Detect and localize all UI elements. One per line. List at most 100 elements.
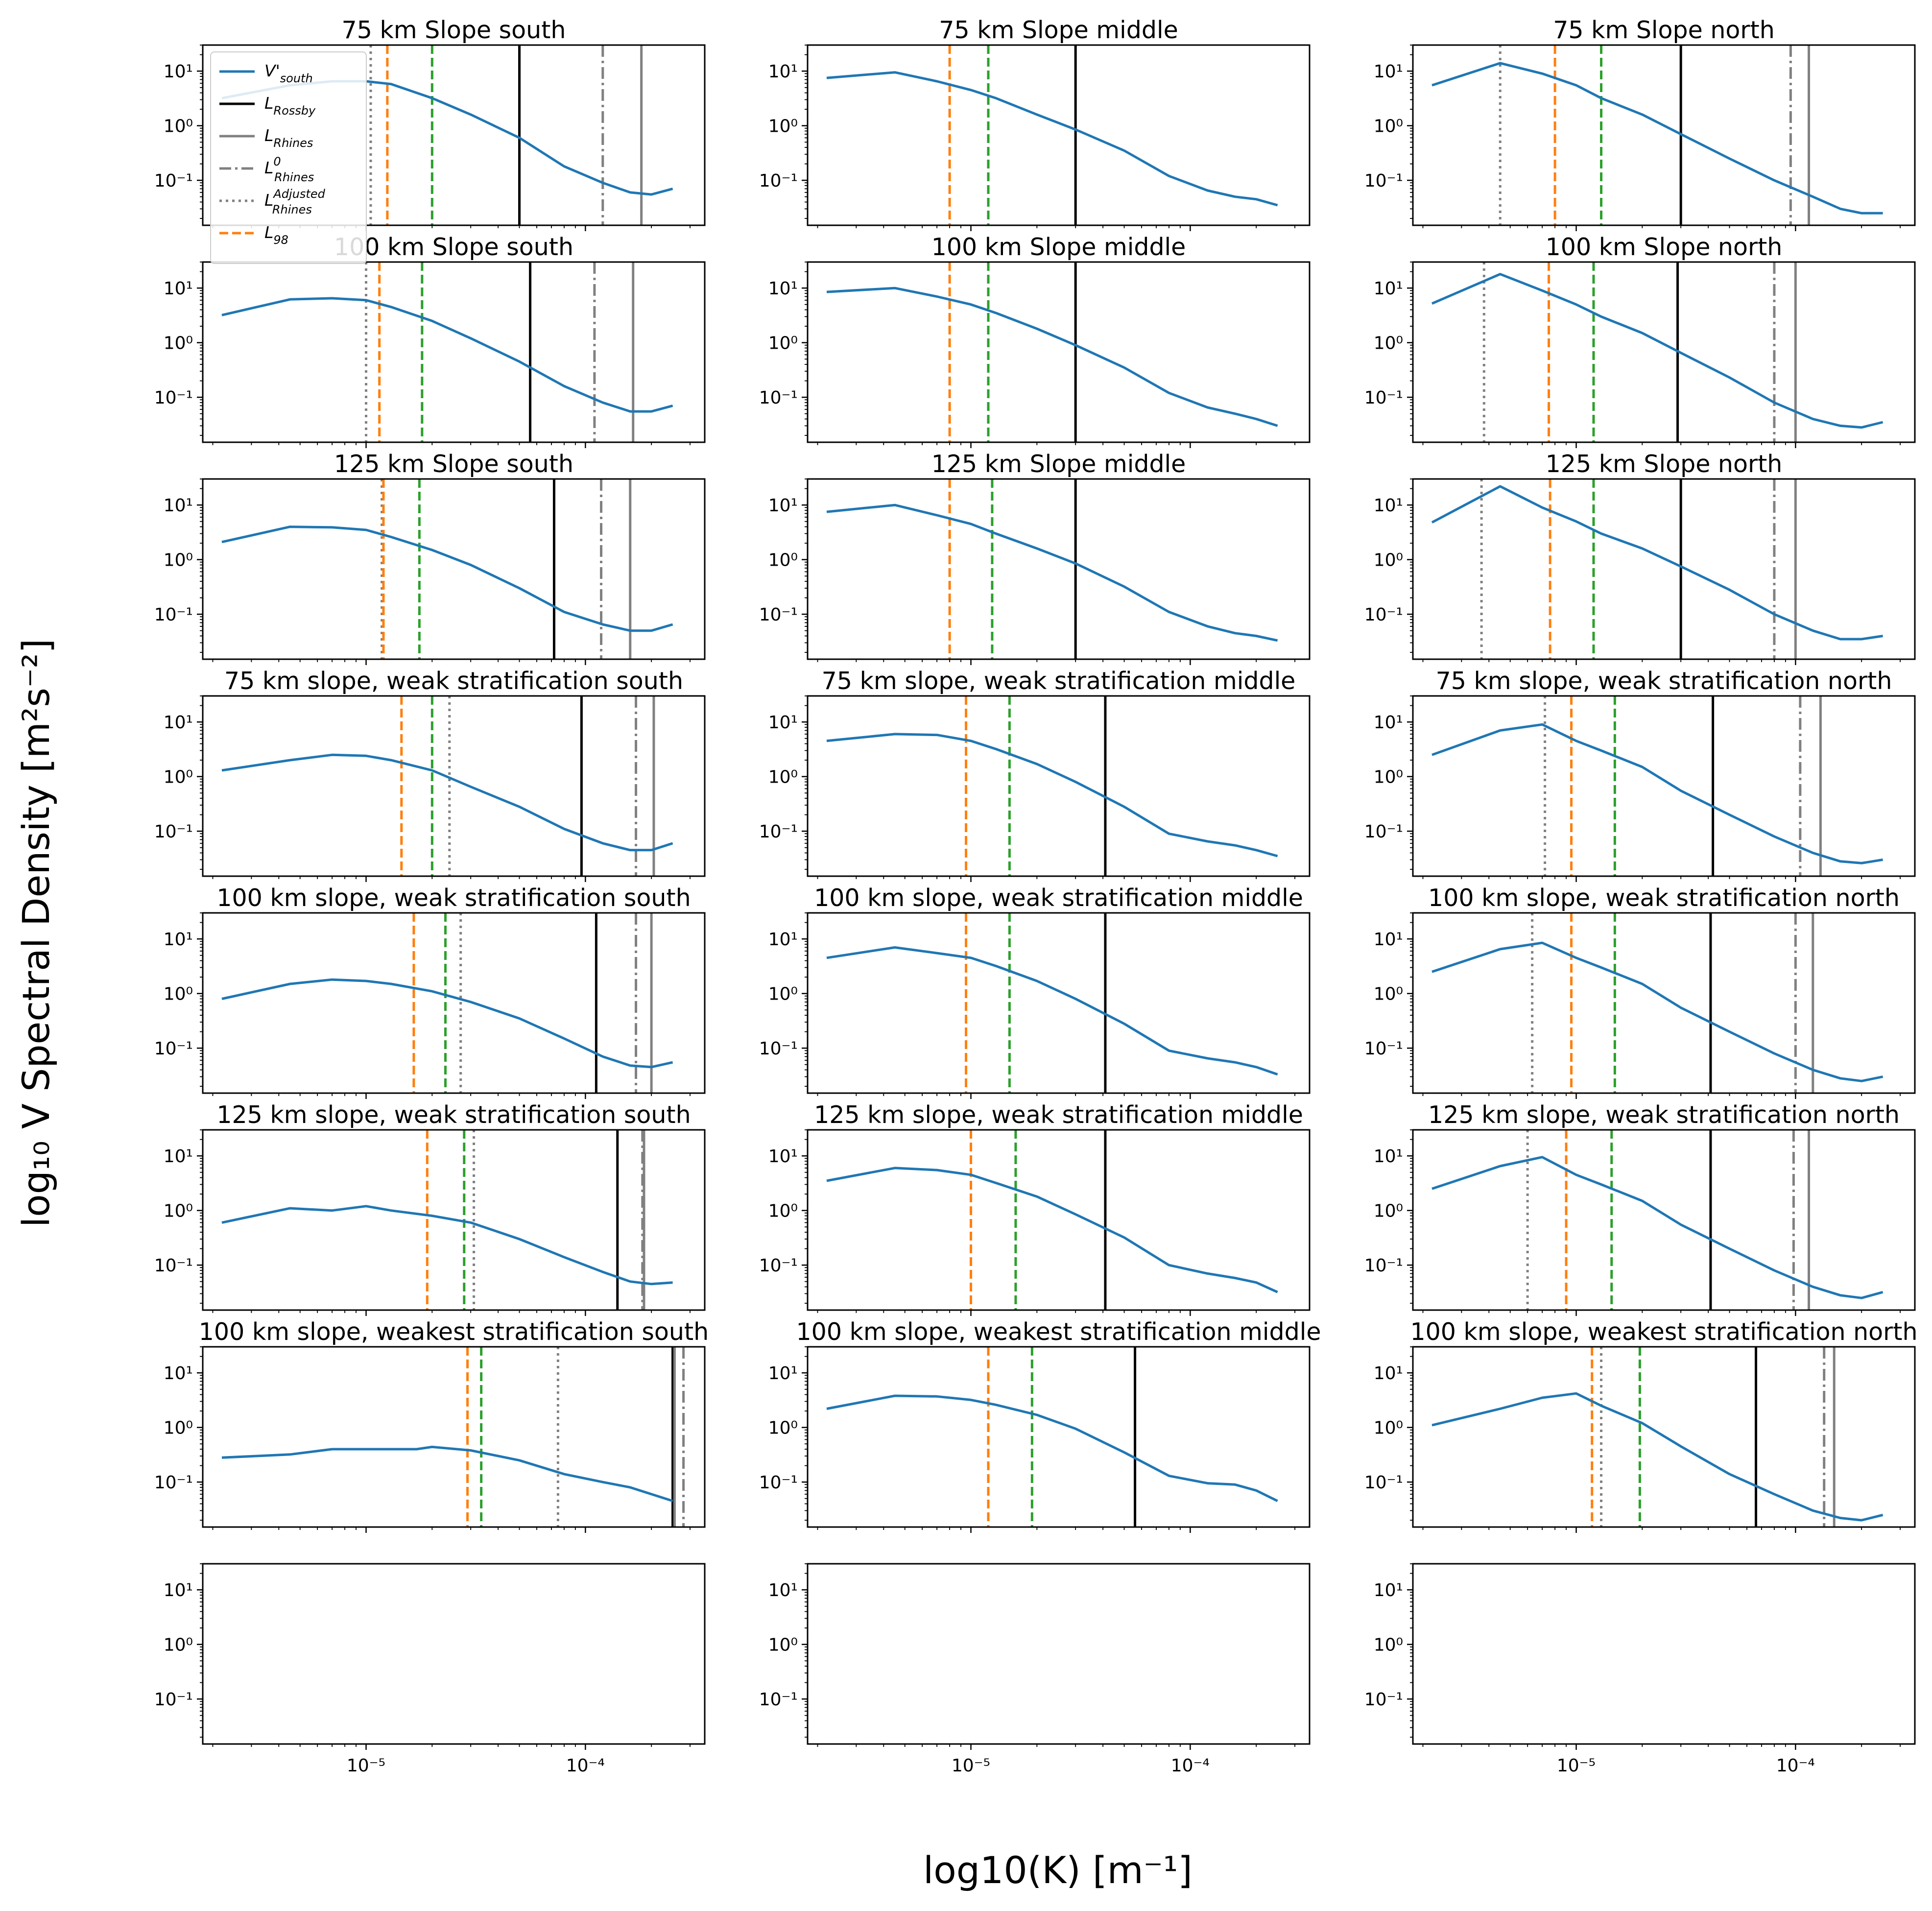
subplot-title: 75 km Slope south	[342, 16, 566, 44]
subplot-title: 100 km slope, weak stratification north	[1428, 884, 1900, 912]
axes-frame	[1412, 261, 1916, 443]
y-tick-label: 10⁰	[768, 117, 798, 137]
y-tick-label: 10⁻¹	[759, 171, 798, 191]
subplot: 125 km Slope middle 10¹ 10⁰ 10⁻¹	[759, 450, 1311, 665]
subplot: 100 km slope, weak stratification middle…	[759, 884, 1311, 1099]
axes-frame	[1412, 1129, 1916, 1311]
x-tick-label: 10⁻⁵	[1557, 1756, 1596, 1776]
y-tick-label: 10⁻¹	[759, 1473, 798, 1493]
y-tick-label: 10⁻¹	[154, 605, 193, 625]
y-tick-label: 10¹	[768, 1580, 798, 1600]
subplot-title: 100 km slope, weakest stratification mid…	[796, 1318, 1321, 1346]
spectrum-curve	[826, 71, 1278, 207]
y-tick-label: 10⁻¹	[1364, 605, 1403, 625]
y-tick-label: 10⁰	[1374, 334, 1403, 354]
y-tick-label: 10⁻¹	[154, 1690, 193, 1710]
y-tick-label: 10⁰	[768, 1201, 798, 1221]
y-tick-label: 10¹	[1374, 1147, 1403, 1167]
plot-area	[221, 262, 673, 442]
spectrum-curve	[826, 287, 1278, 427]
subplot-title: 75 km Slope north	[1553, 16, 1775, 44]
plot-area	[1431, 262, 1884, 442]
axes-frame	[202, 261, 706, 443]
legend-label: LAdjusted Rhines	[264, 187, 326, 216]
y-tick-label: 10⁰	[1374, 550, 1403, 571]
y-tick-label: 10⁻¹	[154, 388, 193, 408]
y-tick-label: 10⁰	[1374, 767, 1403, 788]
y-tick-label: 10⁻¹	[759, 388, 798, 408]
x-tick-label: 10⁻⁵	[952, 1756, 990, 1776]
subplot: 100 km slope, weak stratification south 1…	[154, 884, 706, 1099]
subplot-title: 75 km slope, weak stratification middle	[822, 667, 1296, 695]
y-tick-label: 10⁻¹	[154, 171, 193, 191]
y-tick-label: 10¹	[768, 1147, 798, 1167]
y-tick-label: 10¹	[164, 62, 193, 82]
axes-frame	[1412, 478, 1916, 660]
legend-label: L0 Rhines	[264, 155, 314, 184]
plot-area	[221, 913, 673, 1093]
axes-frame	[202, 1346, 706, 1528]
x-tick-label: 10⁻⁴	[566, 1756, 605, 1776]
y-tick-label: 10¹	[164, 930, 193, 950]
y-tick-label: 10⁰	[1374, 1201, 1403, 1221]
plot-area	[826, 479, 1278, 659]
subplot: 100 km slope, weak stratification north 1…	[1364, 884, 1916, 1099]
y-tick-label: 10⁻¹	[1364, 822, 1403, 842]
subplot: 100 km Slope north 10¹ 10⁰ 10⁻¹	[1364, 233, 1916, 448]
subplot: 75 km slope, weak stratification north 10…	[1364, 667, 1916, 882]
x-axis-label: log10(K) [m⁻¹]	[923, 1848, 1193, 1892]
y-tick-label: 10⁻¹	[759, 1690, 798, 1710]
y-tick-label: 10¹	[768, 62, 798, 82]
subplot: 10¹ 10⁰ 10⁻¹ 10⁻⁵ 10⁻⁴	[1364, 1563, 1916, 1776]
axes-frame	[807, 261, 1311, 443]
subplot-title: 125 km Slope middle	[931, 450, 1186, 478]
y-tick-label: 10¹	[1374, 496, 1403, 516]
y-tick-label: 10⁻¹	[154, 822, 193, 842]
subplot-title: 125 km slope, weak stratification south	[216, 1101, 691, 1129]
y-tick-label: 10¹	[164, 1147, 193, 1167]
legend-label: LRhines	[264, 126, 313, 150]
spectrum-curve	[1431, 723, 1883, 864]
y-tick-label: 10⁻¹	[759, 1039, 798, 1059]
plot-area	[221, 479, 673, 659]
y-tick-label: 10⁰	[1374, 1635, 1403, 1655]
spectrum-curve	[1431, 485, 1883, 641]
x-tick-label: 10⁻⁴	[1171, 1756, 1210, 1776]
subplot-title: 100 km slope, weak stratification south	[216, 884, 691, 912]
subplot: 125 km slope, weak stratification south 1…	[154, 1101, 706, 1316]
axes-frame	[807, 478, 1311, 660]
spectrum-curve	[1431, 1392, 1884, 1522]
y-tick-label: 10¹	[1374, 930, 1403, 950]
y-tick-label: 10¹	[164, 1580, 193, 1600]
spectrum-curve	[1431, 62, 1883, 215]
axes-frame	[807, 1563, 1311, 1745]
spectrum-curve	[221, 753, 673, 852]
plot-area	[1431, 1130, 1884, 1310]
subplot: 10¹ 10⁰ 10⁻¹ 10⁻⁵ 10⁻⁴	[759, 1563, 1311, 1776]
subplot-title: 75 km slope, weak stratification north	[1436, 667, 1892, 695]
y-tick-label: 10⁰	[768, 550, 798, 571]
y-tick-label: 10¹	[1374, 1580, 1403, 1600]
legend-label: V'south	[264, 61, 313, 85]
axes-frame	[202, 912, 706, 1094]
plot-area	[826, 262, 1278, 442]
subplot: 75 km Slope south 10¹ 10⁰ 10⁻¹	[154, 16, 706, 231]
subplot: 125 km Slope south 10¹ 10⁰ 10⁻¹	[154, 450, 706, 665]
y-tick-label: 10⁰	[164, 550, 193, 571]
subplot-title: 100 km Slope north	[1546, 233, 1783, 261]
legend-label: L98	[264, 223, 288, 247]
subplot: 10¹ 10⁰ 10⁻¹ 10⁻⁵ 10⁻⁴	[154, 1563, 706, 1776]
subplot-title: 100 km Slope middle	[931, 233, 1186, 261]
y-tick-label: 10⁰	[164, 767, 193, 788]
subplot: 75 km slope, weak stratification south 10…	[154, 667, 706, 882]
y-tick-label: 10¹	[1374, 279, 1403, 299]
plot-area	[826, 45, 1278, 225]
spectrum-curve	[826, 733, 1278, 858]
subplot: 75 km Slope north 10¹ 10⁰ 10⁻¹	[1364, 16, 1916, 231]
spectrum-curve	[221, 1445, 673, 1503]
legend: V'south LRossby LRhines L0 Rhines LAdjusted Rh…	[210, 51, 367, 264]
subplot: 125 km slope, weak stratification middle…	[759, 1101, 1311, 1316]
spectrum-curve	[221, 526, 673, 632]
subplot: 75 km Slope middle 10¹ 10⁰ 10⁻¹	[759, 16, 1311, 231]
y-tick-label: 10⁻¹	[759, 605, 798, 625]
